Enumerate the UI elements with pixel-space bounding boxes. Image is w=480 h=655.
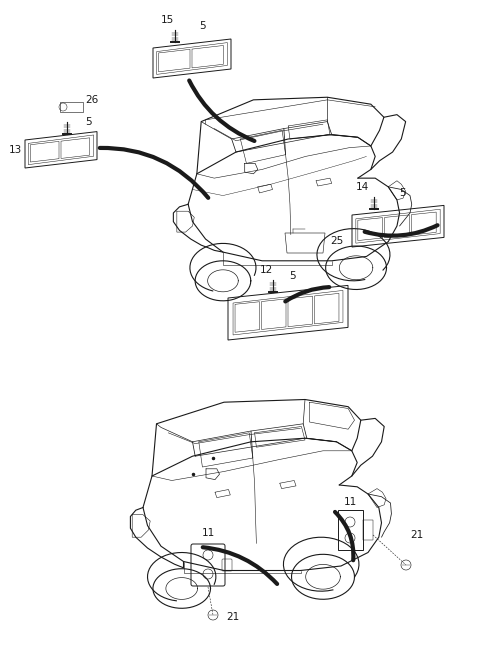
Text: 5: 5 xyxy=(85,117,92,127)
Text: 21: 21 xyxy=(410,530,423,540)
Text: 5: 5 xyxy=(200,21,206,31)
Text: 12: 12 xyxy=(259,265,273,275)
Text: 21: 21 xyxy=(226,612,239,622)
Text: 13: 13 xyxy=(9,145,22,155)
Text: 14: 14 xyxy=(355,182,369,192)
Text: 11: 11 xyxy=(202,528,215,538)
Text: 15: 15 xyxy=(160,15,174,25)
Text: 25: 25 xyxy=(330,236,343,246)
Text: 11: 11 xyxy=(343,497,357,507)
Text: 26: 26 xyxy=(85,95,98,105)
Text: 5: 5 xyxy=(290,271,296,281)
Text: 5: 5 xyxy=(399,188,405,198)
